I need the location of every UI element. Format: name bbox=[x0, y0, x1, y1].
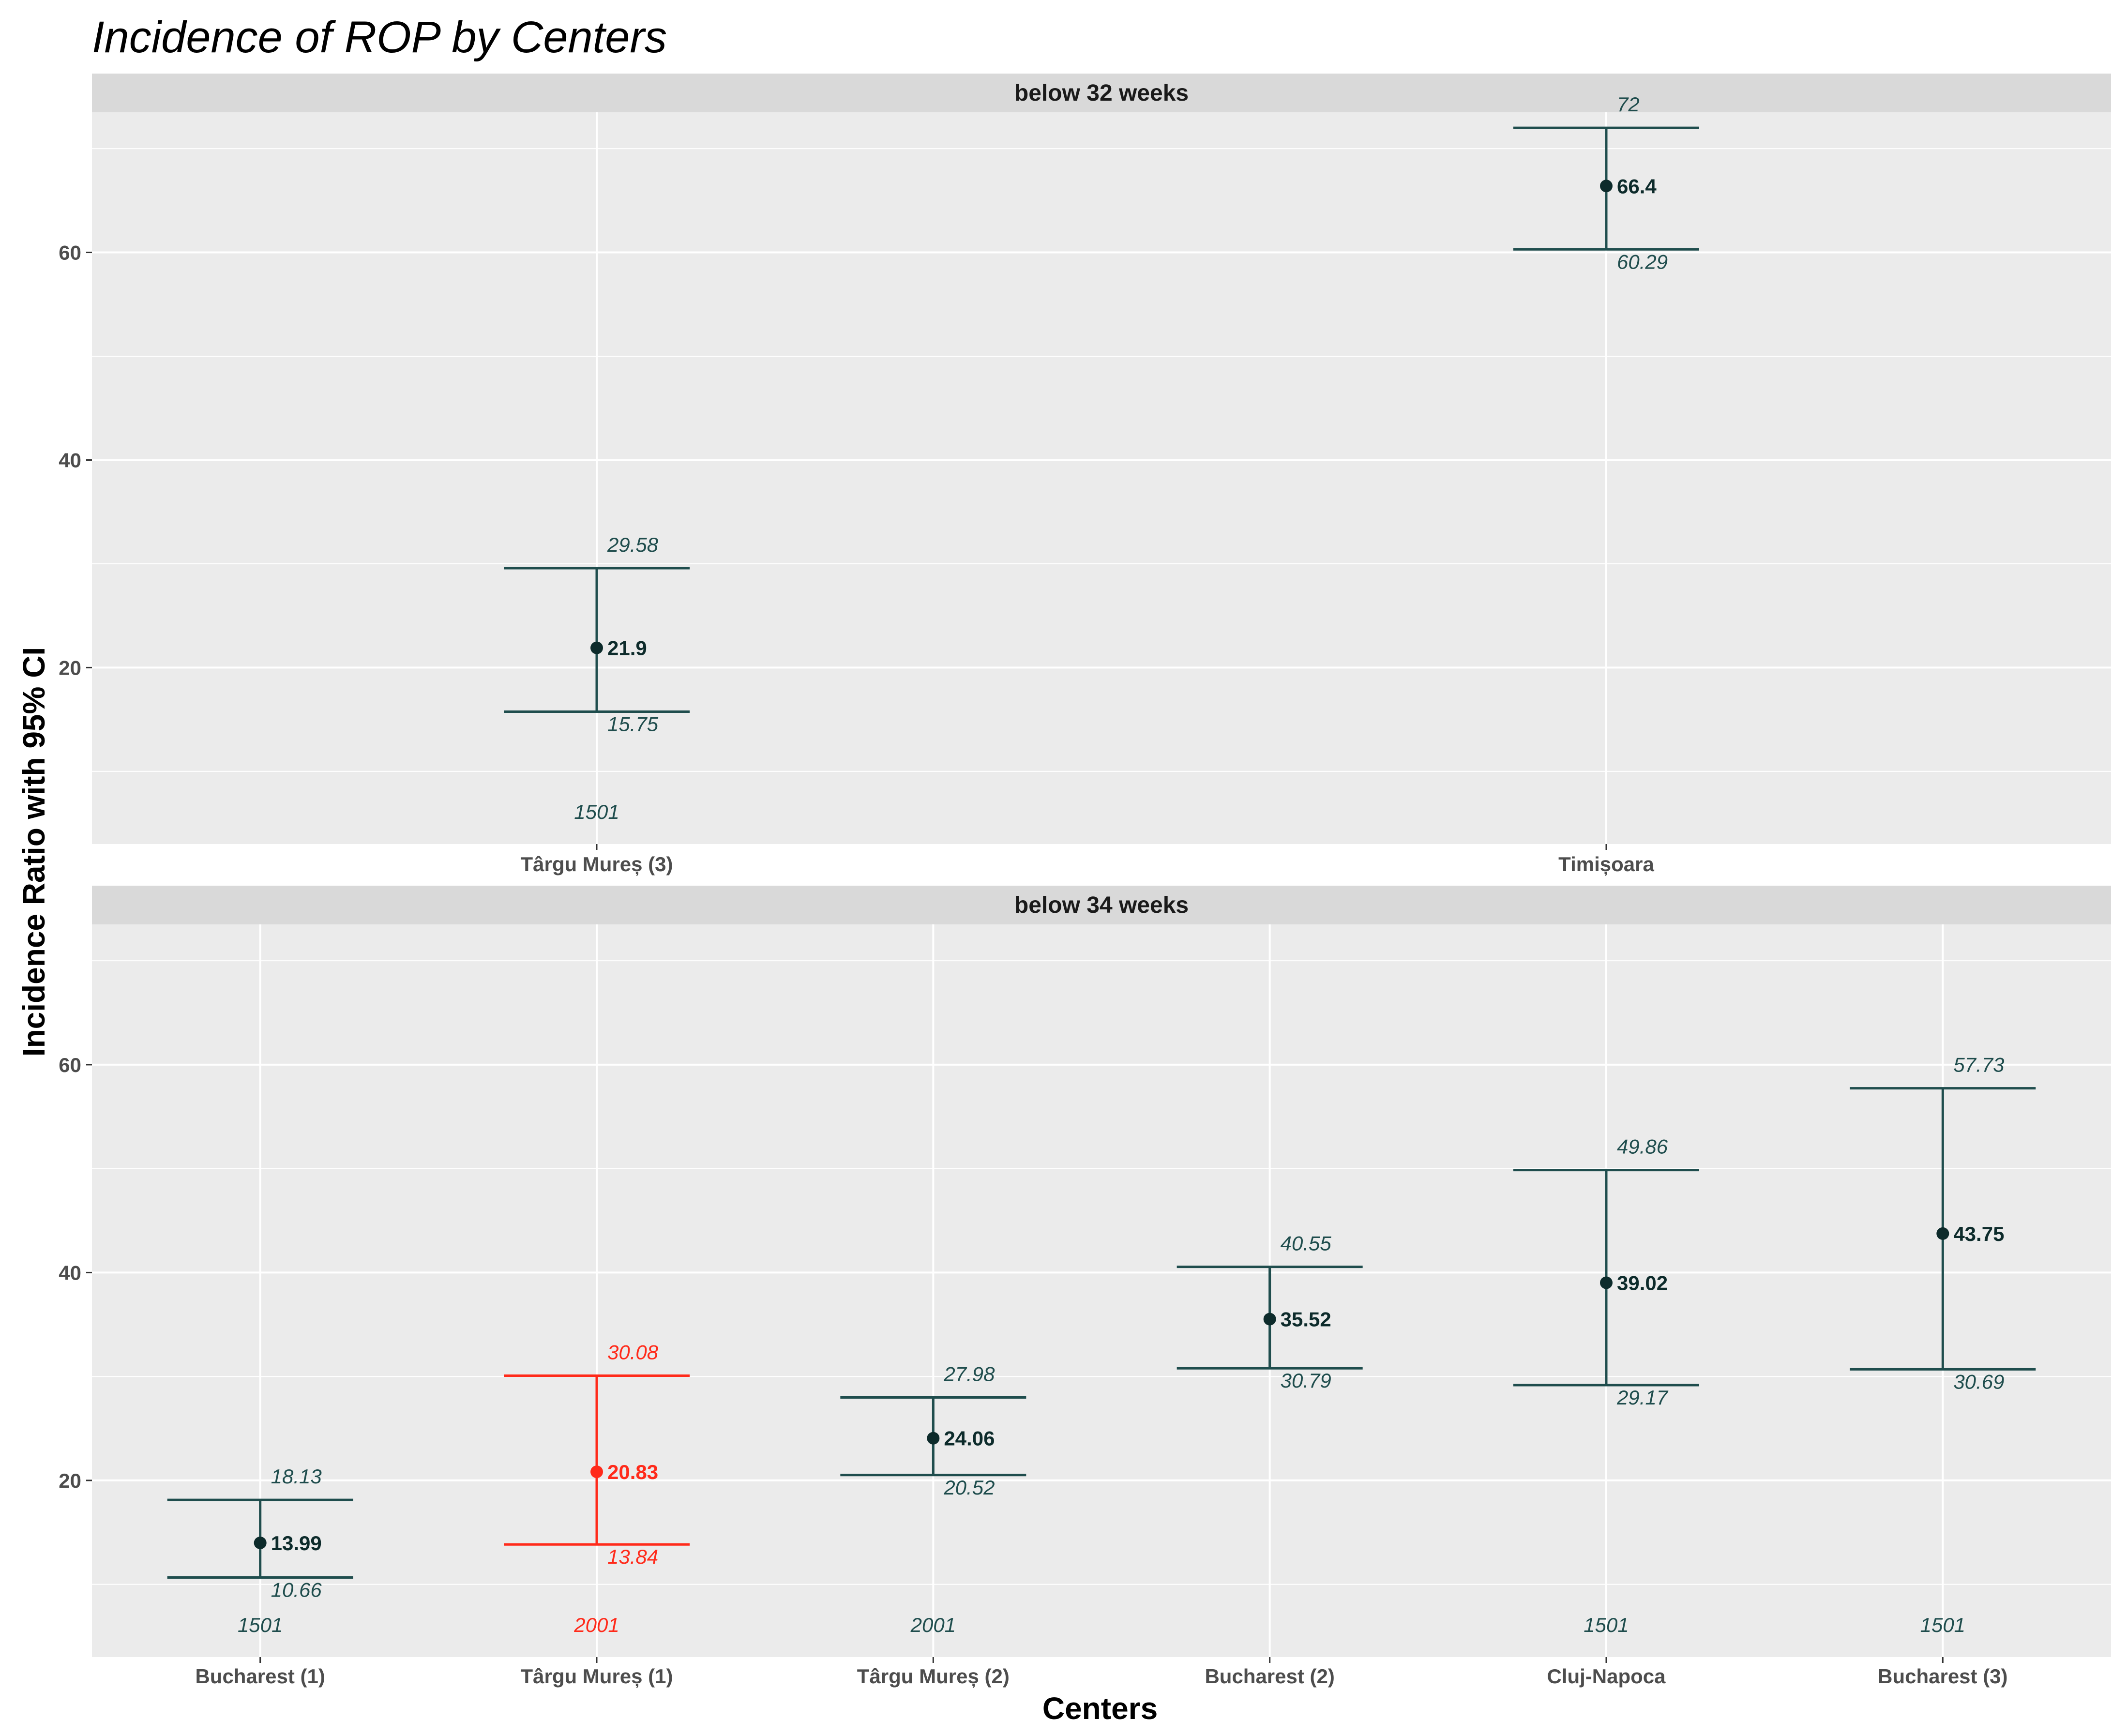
plot-panel bbox=[92, 924, 2111, 1657]
ci-lower-label: 15.75 bbox=[607, 713, 659, 736]
sample-size-label: 1501 bbox=[574, 800, 619, 823]
ci-upper-label: 18.13 bbox=[271, 1465, 322, 1488]
sample-size-label: 2001 bbox=[573, 1614, 619, 1636]
estimate-label: 20.83 bbox=[607, 1461, 658, 1483]
ci-upper-label: 40.55 bbox=[1281, 1232, 1332, 1255]
y-tick-label: 40 bbox=[59, 1261, 81, 1284]
ci-upper-label: 27.98 bbox=[943, 1363, 995, 1386]
ci-upper-label: 30.08 bbox=[607, 1341, 659, 1363]
ci-lower-label: 13.84 bbox=[607, 1545, 658, 1568]
estimate-point bbox=[1263, 1313, 1276, 1326]
estimate-point bbox=[590, 641, 603, 654]
ci-upper-label: 29.58 bbox=[607, 533, 659, 556]
facet-strip-label: below 34 weeks bbox=[1014, 892, 1189, 918]
estimate-label: 43.75 bbox=[1953, 1223, 2004, 1245]
ci-upper-label: 49.86 bbox=[1617, 1135, 1668, 1158]
ci-lower-label: 10.66 bbox=[271, 1579, 322, 1601]
y-axis-title: Incidence Ratio with 95% CI bbox=[16, 647, 51, 1057]
panels-layer: below 32 weeks 20 40 60 Târgu Mureș (3) Timiș… bbox=[59, 74, 2111, 1688]
facet-strip-label: below 32 weeks bbox=[1014, 80, 1189, 106]
estimate-point bbox=[590, 1465, 603, 1479]
facet-strip bbox=[92, 74, 2111, 112]
sample-size-label: 2001 bbox=[910, 1614, 956, 1636]
estimate-point bbox=[1600, 1276, 1613, 1289]
x-tick-label: Timișoara bbox=[1558, 853, 1654, 876]
plot-panel bbox=[92, 112, 2111, 844]
ci-lower-label: 60.29 bbox=[1617, 250, 1668, 273]
ci-upper-label: 72 bbox=[1617, 93, 1640, 116]
estimate-point bbox=[927, 1432, 940, 1445]
x-axis-title: Centers bbox=[1042, 1691, 1158, 1726]
y-tick-label: 40 bbox=[59, 449, 81, 471]
estimate-point bbox=[254, 1536, 267, 1549]
x-tick-label: Bucharest (2) bbox=[1205, 1665, 1334, 1688]
chart-title: Incidence of ROP by Centers bbox=[92, 13, 667, 62]
estimate-label: 24.06 bbox=[944, 1427, 995, 1450]
ci-lower-label: 30.69 bbox=[1953, 1370, 2004, 1393]
sample-size-label: 1501 bbox=[1920, 1614, 1965, 1636]
sample-size-label: 1501 bbox=[1584, 1614, 1629, 1636]
x-tick-label: Cluj-Napoca bbox=[1547, 1665, 1666, 1688]
x-tick-label: Târgu Mureș (3) bbox=[520, 853, 673, 876]
estimate-label: 35.52 bbox=[1281, 1308, 1331, 1331]
x-tick-label: Târgu Mureș (1) bbox=[520, 1665, 673, 1688]
sample-size-label: 1501 bbox=[238, 1614, 283, 1636]
estimate-label: 13.99 bbox=[271, 1532, 322, 1555]
y-tick-label: 20 bbox=[59, 656, 81, 679]
ci-upper-label: 57.73 bbox=[1953, 1054, 2004, 1076]
x-tick-label: Târgu Mureș (2) bbox=[857, 1665, 1010, 1688]
estimate-point bbox=[1936, 1227, 1949, 1240]
estimate-label: 66.4 bbox=[1617, 175, 1657, 197]
estimate-point bbox=[1600, 180, 1613, 193]
x-tick-label: Bucharest (1) bbox=[195, 1665, 325, 1688]
estimate-label: 21.9 bbox=[607, 637, 647, 660]
ci-lower-label: 20.52 bbox=[943, 1476, 995, 1499]
y-tick-label: 60 bbox=[59, 1054, 81, 1076]
y-tick-label: 60 bbox=[59, 242, 81, 264]
ci-lower-label: 30.79 bbox=[1281, 1369, 1331, 1392]
facet-strip bbox=[92, 886, 2111, 924]
y-tick-label: 20 bbox=[59, 1469, 81, 1492]
ci-lower-label: 29.17 bbox=[1616, 1386, 1669, 1409]
x-tick-label: Bucharest (3) bbox=[1878, 1665, 2007, 1688]
estimate-label: 39.02 bbox=[1617, 1271, 1668, 1294]
